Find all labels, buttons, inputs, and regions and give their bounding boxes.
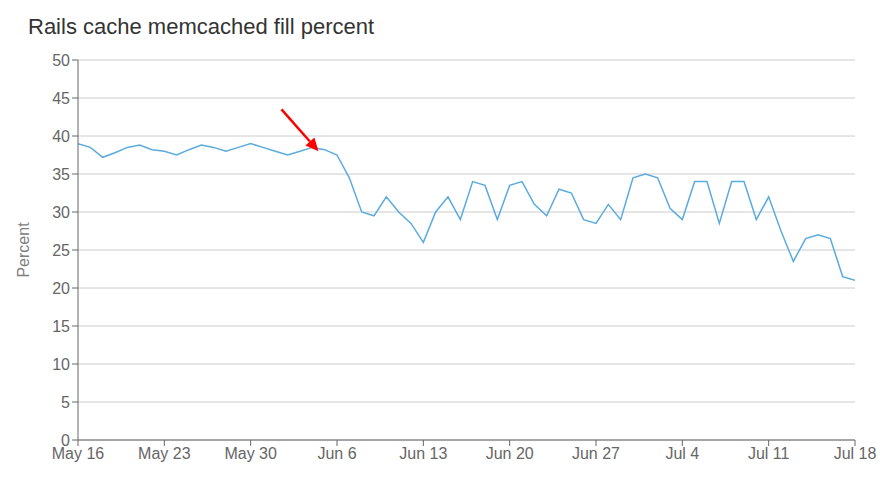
svg-text:May 16: May 16: [52, 445, 105, 462]
svg-text:25: 25: [52, 242, 70, 259]
svg-text:5: 5: [61, 394, 70, 411]
svg-text:50: 50: [52, 52, 70, 69]
svg-text:Jun 27: Jun 27: [572, 445, 620, 462]
svg-text:40: 40: [52, 128, 70, 145]
svg-text:Jul 18: Jul 18: [834, 445, 877, 462]
svg-text:May 23: May 23: [138, 445, 191, 462]
svg-text:Jul 11: Jul 11: [748, 445, 790, 462]
svg-text:30: 30: [52, 204, 70, 221]
svg-text:20: 20: [52, 280, 70, 297]
svg-text:45: 45: [52, 90, 70, 107]
svg-text:Jun 20: Jun 20: [486, 445, 534, 462]
svg-text:Jun 6: Jun 6: [317, 445, 356, 462]
svg-text:Percent: Percent: [15, 222, 32, 278]
svg-text:10: 10: [52, 356, 70, 373]
svg-text:0: 0: [61, 432, 70, 449]
svg-text:15: 15: [52, 318, 70, 335]
svg-text:Jul 4: Jul 4: [665, 445, 699, 462]
svg-text:Jun 13: Jun 13: [399, 445, 447, 462]
svg-text:35: 35: [52, 166, 70, 183]
html-text:Rails cache memcached fill per: Rails cache memcached fill percent: [28, 14, 374, 39]
svg-text:May 30: May 30: [224, 445, 277, 462]
